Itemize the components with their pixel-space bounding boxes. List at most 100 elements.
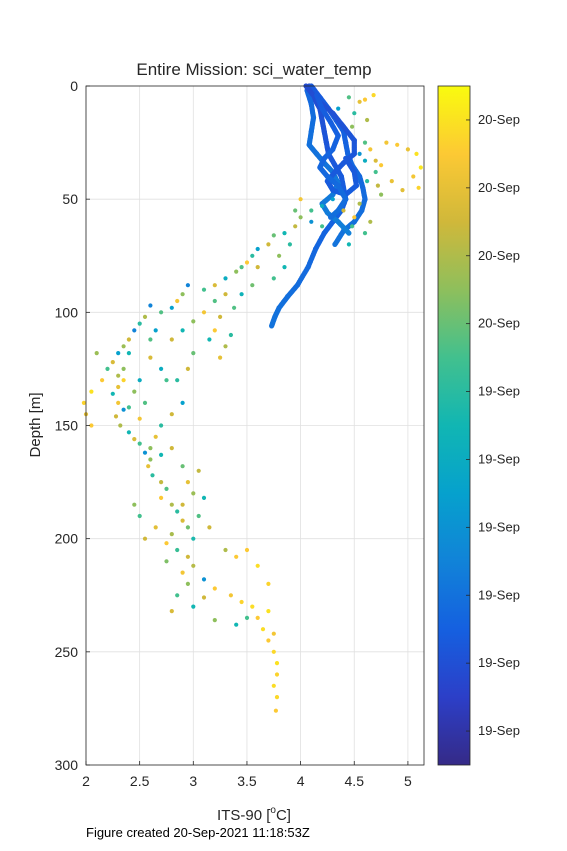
scatter-point	[255, 265, 260, 270]
scatter-point	[180, 400, 185, 405]
scatter-point	[244, 615, 250, 621]
scatter-point	[244, 260, 250, 265]
x-tick-label: 5	[404, 773, 412, 789]
y-tick-label: 250	[55, 644, 79, 660]
scatter-point	[118, 423, 123, 428]
scatter-point	[159, 495, 164, 500]
scatter-point	[223, 547, 228, 553]
scatter-point	[94, 351, 99, 356]
scatter-point	[121, 344, 126, 349]
scatter-point	[175, 593, 180, 598]
scatter-point	[411, 174, 416, 179]
scatter-point	[357, 151, 362, 156]
scatter-point	[121, 407, 126, 412]
scatter-point	[153, 328, 158, 333]
scatter-point	[282, 265, 287, 270]
scatter-point	[212, 328, 217, 333]
y-tick-label: 50	[62, 191, 78, 207]
scatter-point	[150, 473, 155, 478]
scatter-point	[373, 158, 378, 163]
scatter-point	[250, 604, 255, 609]
scatter-point	[100, 378, 105, 383]
scatter-point	[400, 188, 405, 193]
scatter-point	[191, 563, 196, 568]
profile-point	[328, 214, 334, 220]
scatter-point	[89, 423, 94, 428]
scatter-point	[164, 541, 169, 546]
scatter-point	[137, 513, 142, 519]
scatter-point	[293, 208, 298, 213]
scatter-point	[159, 452, 164, 457]
scatter-point	[185, 525, 190, 530]
scatter-point	[126, 337, 131, 342]
scatter-point	[309, 208, 314, 213]
scatter-point	[137, 441, 142, 446]
scatter-point	[169, 502, 174, 507]
scatter-point	[137, 378, 142, 383]
colorbar-tick-label: 19-Sep	[478, 519, 520, 534]
scatter-point	[142, 450, 148, 455]
scatter-point	[234, 554, 239, 559]
scatter-point	[148, 337, 153, 342]
scatter-point	[180, 292, 185, 297]
chart-title: Entire Mission: sci_water_temp	[136, 60, 371, 79]
scatter-point	[201, 310, 207, 315]
scatter-point	[164, 378, 169, 383]
x-axis-ticks: 2 2.5 3 3.5 4 4.5 5	[82, 761, 412, 789]
scatter-point	[159, 310, 164, 315]
profile-point	[269, 323, 275, 329]
scatter-point	[169, 412, 174, 417]
y-axis-ticks: 0 50 100 150 200 250 300	[55, 78, 90, 773]
scatter-point	[330, 197, 335, 202]
plot-area	[81, 83, 423, 713]
scatter-point	[384, 140, 389, 145]
colorbar-tick-label: 19-Sep	[478, 723, 520, 738]
scatter-point	[232, 305, 237, 310]
scatter-point	[362, 140, 368, 145]
x-tick-label: 3.5	[237, 773, 257, 789]
scatter-point	[169, 609, 174, 614]
scatter-point	[371, 93, 376, 98]
colorbar-tick-label: 20-Sep	[478, 248, 520, 263]
scatter-point	[180, 502, 185, 507]
scatter-point	[169, 446, 174, 451]
scatter-point	[271, 233, 276, 238]
scatter-point	[81, 400, 86, 405]
scatter-point	[274, 661, 280, 666]
x-tick-label: 2	[82, 773, 90, 789]
scatter-point	[250, 283, 255, 288]
scatter-point	[368, 219, 373, 224]
scatter-point	[357, 201, 362, 206]
colorbar-ticks: 19-Sep 19-Sep 19-Sep 19-Sep 19-Sep 19-Sep 20-S…	[466, 112, 520, 738]
scatter-point	[274, 695, 280, 700]
scatter-point	[180, 328, 185, 333]
scatter-point	[159, 480, 164, 485]
x-tick-label: 3	[189, 773, 197, 789]
scatter-point	[132, 502, 137, 507]
scatter-point	[287, 242, 292, 247]
scatter-point	[116, 400, 121, 405]
scatter-point	[260, 627, 266, 632]
scatter-point	[185, 554, 190, 559]
x-tick-label: 4.5	[345, 773, 365, 789]
scatter-point	[274, 672, 280, 677]
scatter-point	[121, 378, 126, 383]
grid-lines	[85, 85, 424, 766]
colorbar-tick-label: 19-Sep	[478, 655, 520, 670]
scatter-point	[228, 593, 233, 598]
scatter-point	[146, 464, 151, 469]
scatter-point	[175, 547, 180, 553]
scatter-point	[346, 95, 351, 100]
scatter-point	[255, 563, 260, 568]
scatter-point	[266, 581, 271, 587]
scatter-point	[357, 99, 362, 104]
scatter-point	[271, 276, 276, 281]
scatter-point	[362, 97, 368, 102]
profile-point	[332, 241, 338, 247]
scatter-point	[362, 158, 368, 163]
scatter-point	[234, 622, 239, 627]
scatter-point	[116, 351, 121, 356]
x-tick-label: 4	[297, 773, 305, 789]
colorbar-tick-label: 20-Sep	[478, 316, 520, 331]
